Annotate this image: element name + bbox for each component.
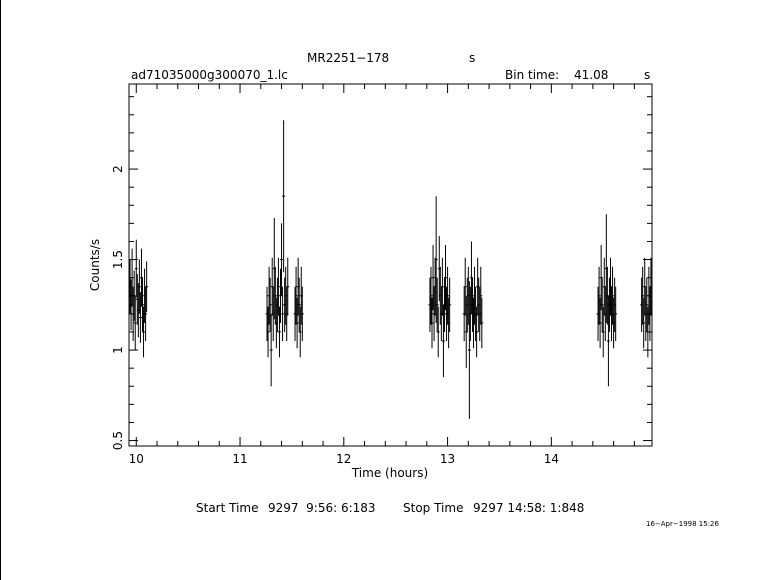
data-point bbox=[441, 304, 445, 378]
data-point bbox=[297, 277, 301, 332]
axis-tick-labels: 10 11 12 13 14 0.5 1 1.5 2 bbox=[111, 165, 559, 466]
data-point bbox=[144, 286, 148, 342]
data-point bbox=[597, 266, 601, 325]
data-point bbox=[295, 297, 299, 349]
data-point bbox=[133, 295, 137, 351]
data-point bbox=[646, 306, 650, 358]
data-point bbox=[294, 266, 298, 325]
data-point bbox=[467, 281, 471, 419]
y-tick-label: 0.5 bbox=[111, 431, 125, 450]
data-point bbox=[480, 297, 484, 349]
data-point bbox=[649, 257, 653, 316]
bin-time-units: s bbox=[644, 68, 651, 82]
x-tick-label: 14 bbox=[544, 452, 559, 466]
data-point bbox=[600, 277, 604, 332]
data-point bbox=[606, 295, 610, 387]
data-point bbox=[601, 306, 605, 358]
data-point bbox=[282, 120, 286, 273]
data-point bbox=[266, 306, 270, 358]
data-point bbox=[641, 266, 645, 325]
data-point bbox=[281, 286, 285, 342]
data-point bbox=[463, 257, 467, 316]
data-point bbox=[475, 306, 479, 358]
start-time-value: 9297 9:56: 6:183 bbox=[268, 501, 376, 515]
x-tick-label: 10 bbox=[129, 452, 144, 466]
data-point bbox=[614, 286, 618, 342]
data-point bbox=[137, 259, 141, 314]
data-point bbox=[142, 306, 146, 358]
object-name: MR2251−178 bbox=[307, 51, 390, 65]
bin-time-value: 41.08 bbox=[574, 68, 609, 82]
data-point bbox=[140, 277, 144, 332]
y-tick-label: 1 bbox=[111, 346, 125, 354]
data-point bbox=[277, 306, 281, 358]
data-point bbox=[645, 277, 649, 332]
data-point bbox=[286, 257, 290, 316]
data-point bbox=[269, 313, 273, 387]
start-time-label: Start Time bbox=[196, 501, 259, 515]
data-point bbox=[276, 257, 280, 316]
stop-time-label: Stop Time bbox=[403, 501, 464, 515]
data-point bbox=[446, 266, 450, 325]
data-point bbox=[642, 297, 646, 349]
data-point bbox=[280, 223, 284, 296]
data-point bbox=[138, 292, 142, 343]
data-point bbox=[611, 266, 615, 325]
data-point bbox=[130, 248, 134, 307]
x-tick-label: 11 bbox=[232, 452, 247, 466]
data-point bbox=[448, 277, 452, 332]
y-tick-label: 2 bbox=[111, 165, 125, 173]
data-point bbox=[300, 286, 304, 342]
file-name: ad71035000g300070_1.lc bbox=[131, 68, 288, 82]
data-point bbox=[429, 266, 433, 325]
object-units: s bbox=[469, 51, 476, 65]
data-point bbox=[443, 245, 447, 311]
data-point bbox=[145, 261, 149, 313]
x-tick-label: 12 bbox=[336, 452, 351, 466]
data-point bbox=[479, 266, 483, 325]
bin-time-label: Bin time: bbox=[505, 68, 560, 82]
data-points bbox=[128, 120, 653, 419]
data-point bbox=[440, 257, 444, 316]
data-point bbox=[431, 245, 435, 311]
data-point bbox=[268, 277, 272, 332]
data-point bbox=[298, 306, 302, 358]
axis-ticks bbox=[129, 84, 652, 446]
data-point bbox=[134, 239, 138, 298]
stop-time-value: 9297 14:58: 1:848 bbox=[473, 501, 585, 515]
data-point bbox=[435, 277, 439, 332]
window-left-border bbox=[0, 0, 1, 580]
plot-frame bbox=[128, 83, 653, 447]
x-axis-label: Time (hours) bbox=[351, 466, 428, 480]
plot-timestamp: 16−Apr−1998 15:26 bbox=[646, 520, 719, 528]
data-point bbox=[434, 196, 438, 323]
x-tick-label: 13 bbox=[440, 452, 455, 466]
data-point bbox=[598, 297, 602, 349]
data-point bbox=[273, 266, 277, 325]
y-tick-label: 1.5 bbox=[111, 250, 125, 269]
data-point bbox=[430, 297, 434, 349]
data-point bbox=[436, 306, 440, 358]
y-axis-label: Counts/s bbox=[88, 239, 102, 291]
